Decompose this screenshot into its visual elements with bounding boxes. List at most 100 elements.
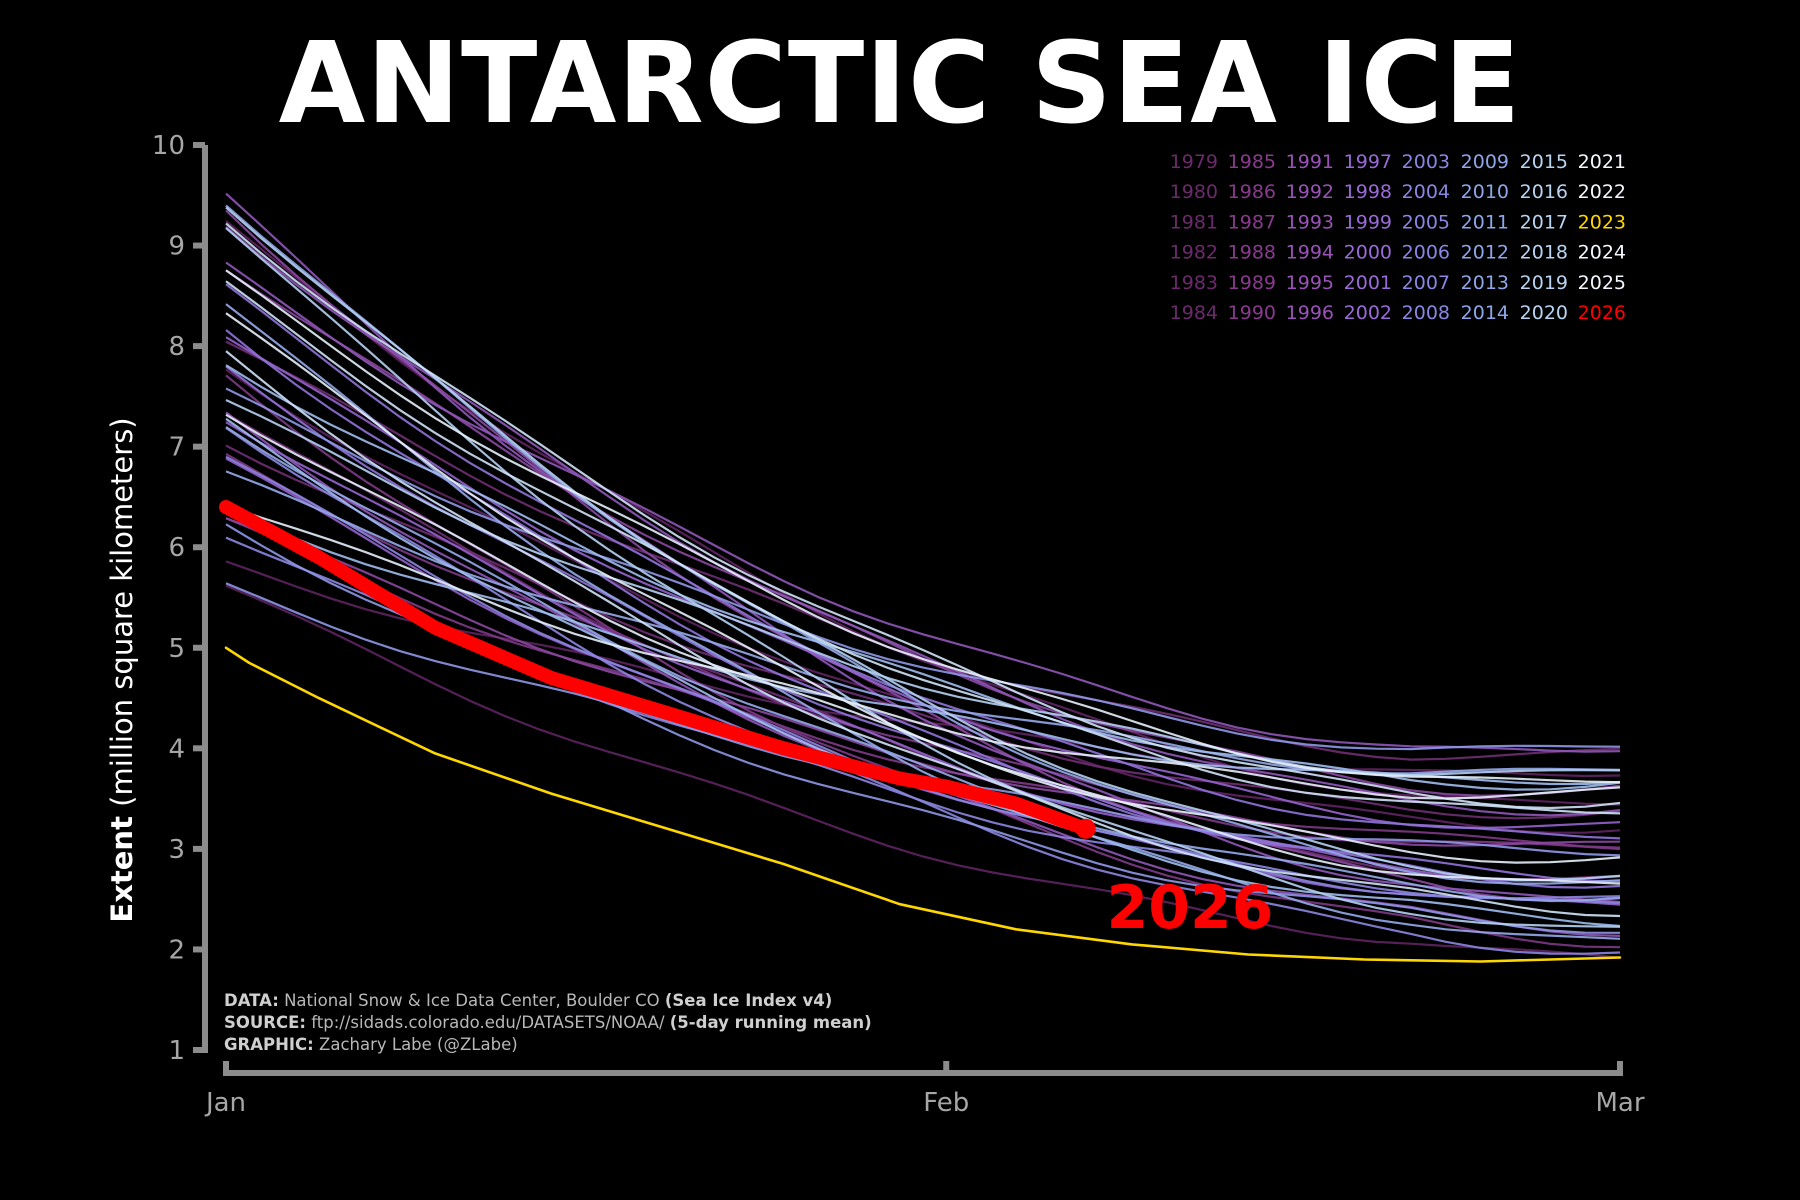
credit-note: (5-day running mean) — [669, 1013, 872, 1032]
legend-year-2014: 2014 — [1461, 302, 1509, 324]
legend-year-1988: 1988 — [1228, 242, 1276, 264]
legend-year-1991: 1991 — [1286, 151, 1334, 173]
legend-year-1982: 1982 — [1170, 242, 1218, 264]
historical-year-line — [225, 192, 1621, 904]
y-axis-label: Extent (million square kilometers) — [105, 417, 139, 922]
legend-year-2001: 2001 — [1344, 272, 1392, 294]
legend-year-1993: 1993 — [1286, 211, 1334, 233]
legend-year-2011: 2011 — [1461, 211, 1509, 233]
credits: DATA: National Snow & Ice Data Center, B… — [224, 990, 872, 1056]
legend-year-1986: 1986 — [1228, 181, 1276, 203]
highlight-year-label: 2026 — [1107, 873, 1274, 943]
credit-text: Zachary Labe (@ZLabe) — [313, 1035, 518, 1054]
legend-year-2002: 2002 — [1344, 302, 1392, 324]
legend-year-1998: 1998 — [1344, 181, 1392, 203]
legend-year-1995: 1995 — [1286, 272, 1334, 294]
y-tick-label: 3 — [168, 835, 185, 865]
historical-year-line — [225, 261, 1621, 753]
legend-year-2026: 2026 — [1578, 302, 1626, 324]
series-line-2026 — [219, 500, 1093, 836]
historical-year-line — [225, 421, 1621, 882]
historical-year-line — [225, 222, 1621, 810]
legend-year-2024: 2024 — [1578, 242, 1626, 264]
legend-year-2007: 2007 — [1402, 272, 1450, 294]
y-axis-label-rest: (million square kilometers) — [105, 417, 139, 807]
historical-year-lines — [225, 192, 1621, 959]
historical-year-line — [225, 517, 1621, 851]
legend-year-1992: 1992 — [1286, 181, 1334, 203]
historical-year-line — [225, 412, 1621, 881]
legend-year-2015: 2015 — [1520, 151, 1568, 173]
legend-year-2022: 2022 — [1578, 181, 1626, 203]
legend-year-2012: 2012 — [1461, 242, 1509, 264]
historical-year-line — [225, 206, 1621, 882]
x-tick-label: Jan — [204, 1088, 246, 1118]
legend-year-2017: 2017 — [1520, 211, 1568, 233]
legend-year-1987: 1987 — [1228, 211, 1276, 233]
legend-year-2003: 2003 — [1402, 151, 1450, 173]
legend-year-2006: 2006 — [1402, 242, 1450, 264]
y-tick-label: 6 — [168, 533, 185, 563]
legend-year-1996: 1996 — [1286, 302, 1334, 324]
legend-year-2005: 2005 — [1402, 211, 1450, 233]
legend-year-1997: 1997 — [1344, 151, 1392, 173]
historical-year-line — [225, 283, 1621, 840]
historical-year-line — [225, 329, 1621, 889]
legend-year-1980: 1980 — [1170, 181, 1218, 203]
highlight-series-lines — [219, 500, 1622, 963]
historical-year-line — [225, 584, 1621, 959]
y-tick-label: 2 — [168, 935, 185, 965]
x-tick-label: Feb — [923, 1088, 969, 1118]
historical-year-line — [225, 387, 1621, 751]
legend-year-2004: 2004 — [1402, 181, 1450, 203]
historical-year-line — [225, 269, 1621, 797]
historical-year-line — [225, 350, 1621, 918]
legend-year-1990: 1990 — [1228, 302, 1276, 324]
credit-line: SOURCE: ftp://sidads.colorado.edu/DATASE… — [224, 1012, 872, 1034]
legend-year-2010: 2010 — [1461, 181, 1509, 203]
historical-year-line — [225, 280, 1621, 815]
year-legend: 1979 1985 1991 1997 2003 2009 2015 2021 1980 1986… — [1170, 151, 1626, 324]
historical-year-line — [225, 504, 1621, 800]
legend-year-1983: 1983 — [1170, 272, 1218, 294]
historical-year-line — [225, 312, 1621, 885]
legend-year-2025: 2025 — [1578, 272, 1626, 294]
credit-note: (Sea Ice Index v4) — [664, 991, 833, 1010]
historical-year-line — [225, 426, 1621, 902]
historical-year-line — [225, 517, 1621, 847]
credit-label: DATA: — [224, 991, 279, 1010]
historical-year-line — [225, 269, 1621, 784]
y-tick-label: 4 — [168, 734, 185, 764]
historical-year-line — [225, 303, 1621, 940]
chart-title: ANTARCTIC SEA ICE — [278, 19, 1522, 149]
legend-year-2020: 2020 — [1520, 302, 1568, 324]
legend-year-2021: 2021 — [1578, 151, 1626, 173]
legend-year-2019: 2019 — [1520, 272, 1568, 294]
y-tick-label: 7 — [168, 433, 185, 463]
credit-line: GRAPHIC: Zachary Labe (@ZLabe) — [224, 1034, 872, 1056]
legend-year-2009: 2009 — [1461, 151, 1509, 173]
credit-text: National Snow & Ice Data Center, Boulder… — [278, 991, 665, 1010]
series-line-2023 — [224, 646, 1622, 963]
legend-year-2000: 2000 — [1344, 242, 1392, 264]
legend-year-2023: 2023 — [1578, 211, 1626, 233]
legend-year-1981: 1981 — [1170, 211, 1218, 233]
y-tick-label: 1 — [168, 1036, 185, 1066]
legend-year-1989: 1989 — [1228, 272, 1276, 294]
y-axis-label-bold: Extent — [105, 816, 139, 923]
credit-line: DATA: National Snow & Ice Data Center, B… — [224, 990, 872, 1012]
legend-year-2013: 2013 — [1461, 272, 1509, 294]
chart-axes: 1 2 3 4 5 6 7 8 9 10 Jan Feb Mar — [152, 131, 1645, 1118]
credit-label: GRAPHIC: — [224, 1035, 314, 1054]
credit-label: SOURCE: — [224, 1013, 306, 1032]
y-tick-label: 10 — [152, 131, 185, 161]
y-tick-label: 5 — [168, 634, 185, 664]
legend-year-2008: 2008 — [1402, 302, 1450, 324]
legend-year-2016: 2016 — [1520, 181, 1568, 203]
y-tick-label: 8 — [168, 332, 185, 362]
credit-text: ftp://sidads.colorado.edu/DATASETS/NOAA/ — [306, 1013, 670, 1032]
legend-year-1999: 1999 — [1344, 211, 1392, 233]
legend-year-2018: 2018 — [1520, 242, 1568, 264]
x-tick-label: Mar — [1595, 1088, 1644, 1118]
